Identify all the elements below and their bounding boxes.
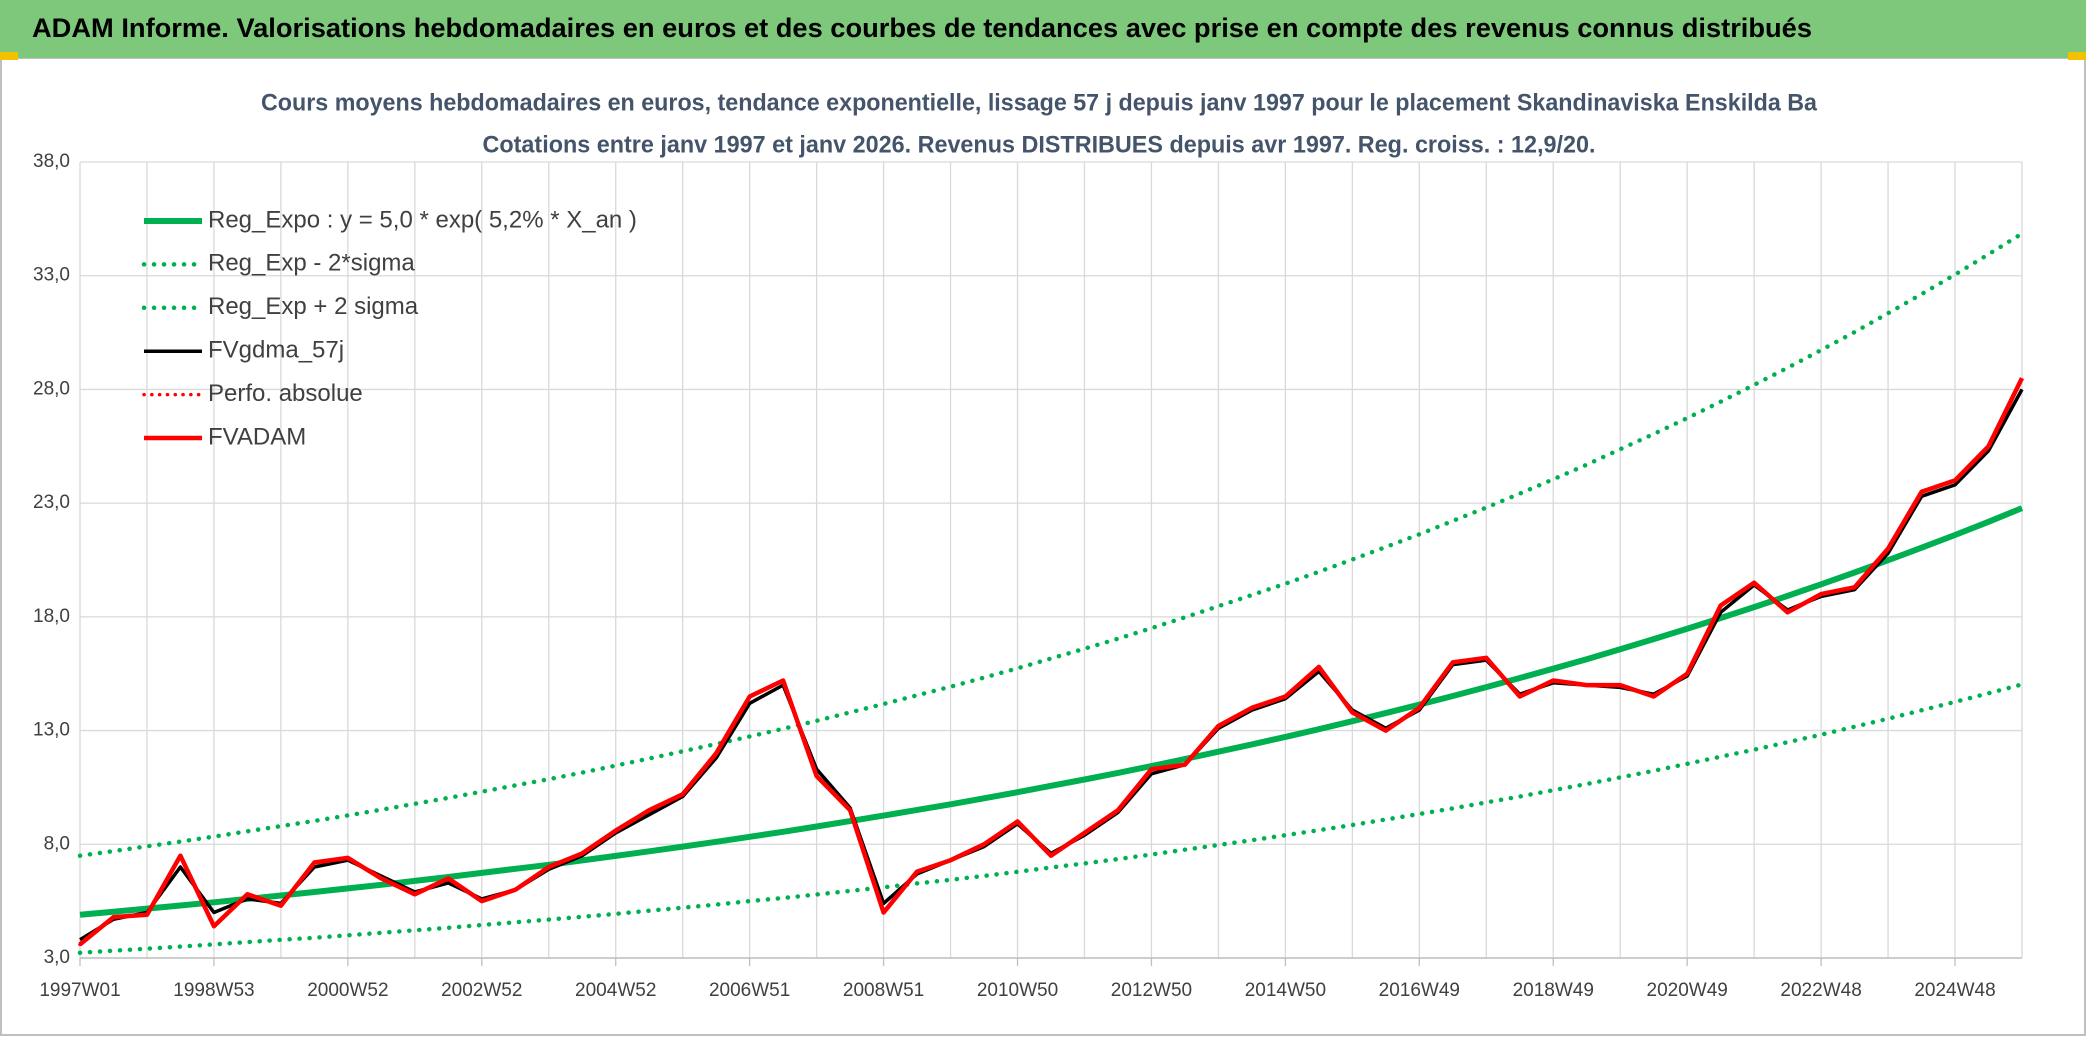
x-tick-label: 2012W50 xyxy=(1111,980,1192,1001)
x-tick-label: 2024W48 xyxy=(1914,980,1995,1001)
series-line xyxy=(77,231,2025,858)
series-line xyxy=(77,682,2025,956)
plot xyxy=(77,231,2025,956)
x-tick-label: 2022W48 xyxy=(1780,980,1861,1001)
y-tick-label: 33,0 xyxy=(33,265,70,286)
x-tick-label: 2016W49 xyxy=(1379,980,1460,1001)
x-tick-label: 2014W50 xyxy=(1245,980,1326,1001)
legend-label: Reg_Exp + 2 sigma xyxy=(208,293,419,320)
title-bar xyxy=(0,0,2086,58)
x-tick-label: 2010W50 xyxy=(977,980,1058,1001)
legend-label: FVgdma_57j xyxy=(208,337,344,364)
corner xyxy=(2068,52,2086,60)
y-tick-label: 38,0 xyxy=(33,151,70,172)
x-tick-label: 2018W49 xyxy=(1513,980,1594,1001)
x-tick-label: 2000W52 xyxy=(307,980,388,1001)
y-tick-label: 13,0 xyxy=(33,720,70,741)
x-tick-label: 2008W51 xyxy=(843,980,924,1001)
chart-title: Cours moyens hebdomadaires en euros, ten… xyxy=(261,89,1818,116)
x-tick-label: 2006W51 xyxy=(709,980,790,1001)
y-tick-label: 28,0 xyxy=(33,378,70,399)
legend-label: Reg_Exp - 2*sigma xyxy=(208,250,415,277)
corner xyxy=(0,52,18,60)
y-tick-label: 3,0 xyxy=(44,947,70,968)
chart-subtitle: Cotations entre janv 1997 et janv 2026. … xyxy=(483,131,1596,158)
x-tick-label: 1997W01 xyxy=(39,980,120,1001)
series-line xyxy=(78,377,2025,947)
series-line xyxy=(79,505,2024,918)
x-tick-label: 2004W52 xyxy=(575,980,656,1001)
legend-label: FVADAM xyxy=(208,423,306,450)
legend-label: Reg_Expo : y = 5,0 * exp( 5,2% * X_an ) xyxy=(208,206,637,233)
page-title: ADAM Informe. Valorisations hebdomadaire… xyxy=(32,13,1812,43)
legend: Reg_Expo : y = 5,0 * exp( 5,2% * X_an ) R… xyxy=(141,206,637,450)
x-tick-label: 2020W49 xyxy=(1647,980,1728,1001)
legend-label: Perfo. absolue xyxy=(208,380,363,407)
y-tick-label: 18,0 xyxy=(33,606,70,627)
y-tick-label: 8,0 xyxy=(44,833,70,854)
y-tick-label: 23,0 xyxy=(33,492,70,513)
grid: 3,0 8,0 13,0 18,0 23,0 28,0 33,0 38,0 1997W01 199… xyxy=(33,151,2023,1001)
x-tick-label: 2002W52 xyxy=(441,980,522,1001)
x-tick-label: 1998W53 xyxy=(173,980,254,1001)
